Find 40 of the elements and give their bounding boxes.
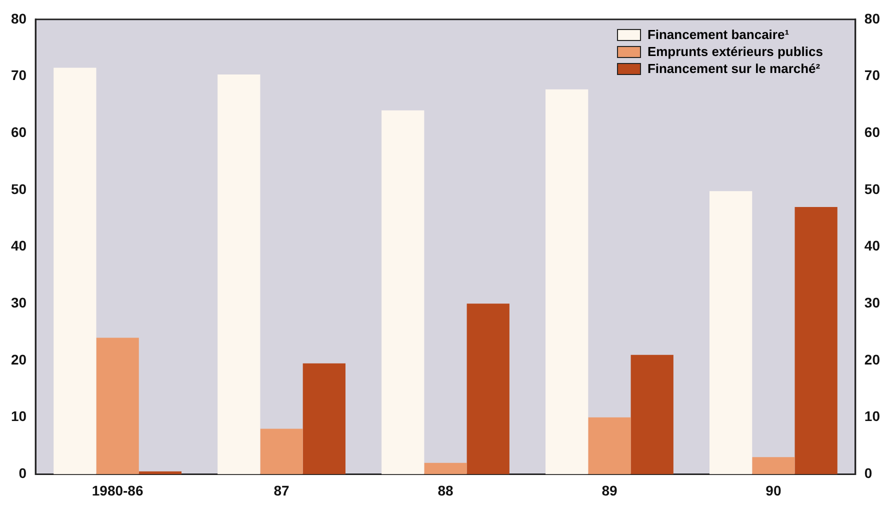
y-tick-label: 40	[10, 238, 27, 254]
x-tick-label: 1980-86	[92, 482, 144, 498]
y2-tick-label: 50	[864, 180, 880, 197]
y-tick-label: 10	[10, 408, 27, 424]
y-tick-label: 0	[18, 465, 27, 482]
x-tick-label: 89	[602, 482, 618, 498]
bar	[260, 428, 303, 474]
bar	[424, 462, 467, 474]
y2-tick-label: 0	[864, 465, 872, 482]
bar	[546, 89, 588, 474]
bar	[218, 74, 260, 474]
y2-tick-label: 10	[864, 408, 880, 424]
y2-tick-label: 30	[864, 294, 880, 311]
y-tick-label: 30	[10, 294, 27, 311]
y-tick-label: 50	[10, 180, 27, 197]
y2-tick-label: 40	[864, 238, 880, 254]
y2-tick-label: 80	[864, 10, 880, 26]
bar	[709, 191, 752, 474]
bar	[96, 338, 139, 474]
bar	[588, 417, 631, 474]
bar	[302, 363, 346, 474]
x-tick-label: 88	[438, 482, 454, 498]
bar	[794, 207, 838, 474]
y-tick-label: 80	[10, 10, 27, 26]
x-tick-label: 87	[274, 482, 290, 498]
bar	[466, 304, 510, 474]
y-tick-label: 70	[10, 67, 27, 84]
y2-tick-label: 70	[864, 67, 880, 84]
y2-tick-label: 60	[864, 124, 880, 140]
y2-tick-label: 20	[864, 351, 880, 368]
bar	[752, 457, 795, 474]
bar	[54, 68, 96, 474]
y-tick-label: 60	[10, 124, 27, 140]
bar	[382, 110, 424, 474]
legend-label: Financement sur le marché²	[647, 60, 820, 77]
legend-label: Financement bancaire¹	[647, 26, 790, 43]
bar	[630, 354, 674, 474]
x-tick-label: 90	[766, 482, 782, 498]
legend-label: Emprunts extérieurs publics	[647, 43, 823, 60]
y-tick-label: 20	[10, 351, 27, 368]
